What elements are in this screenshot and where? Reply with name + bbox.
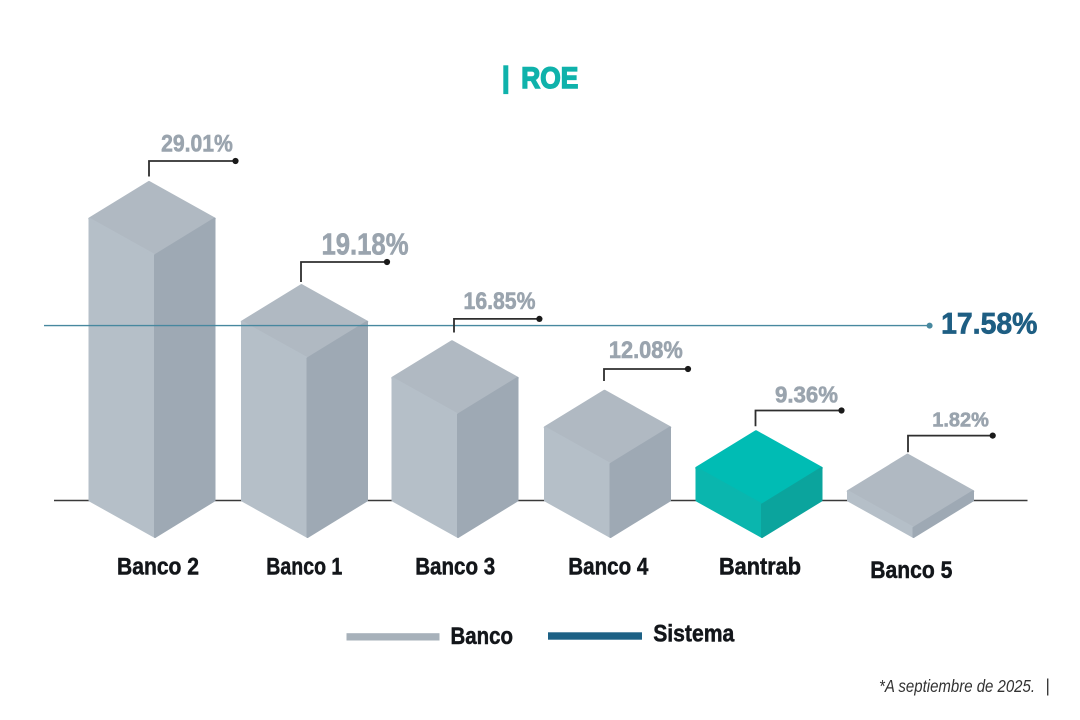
svg-text:1.82%: 1.82% bbox=[932, 410, 989, 432]
svg-text:17.58%: 17.58% bbox=[941, 308, 1037, 341]
svg-text:*A septiembre de 2025.: *A septiembre de 2025. bbox=[879, 676, 1035, 696]
svg-text:Banco: Banco bbox=[451, 623, 514, 650]
svg-text:Banco 4: Banco 4 bbox=[568, 553, 649, 580]
svg-text:19.18%: 19.18% bbox=[321, 227, 408, 261]
svg-text:9.36%: 9.36% bbox=[775, 382, 838, 408]
svg-text:Banco 1: Banco 1 bbox=[266, 553, 342, 580]
svg-text:16.85%: 16.85% bbox=[464, 288, 536, 315]
svg-text:Banco 3: Banco 3 bbox=[415, 553, 495, 580]
svg-text:Banco 5: Banco 5 bbox=[870, 557, 952, 584]
svg-text:29.01%: 29.01% bbox=[161, 131, 233, 158]
svg-text:Banco 2: Banco 2 bbox=[117, 553, 199, 580]
svg-text:ROE: ROE bbox=[521, 62, 578, 95]
svg-text:12.08%: 12.08% bbox=[609, 337, 683, 364]
svg-text:Bantrab: Bantrab bbox=[719, 553, 801, 580]
svg-text:Sistema: Sistema bbox=[653, 621, 735, 648]
